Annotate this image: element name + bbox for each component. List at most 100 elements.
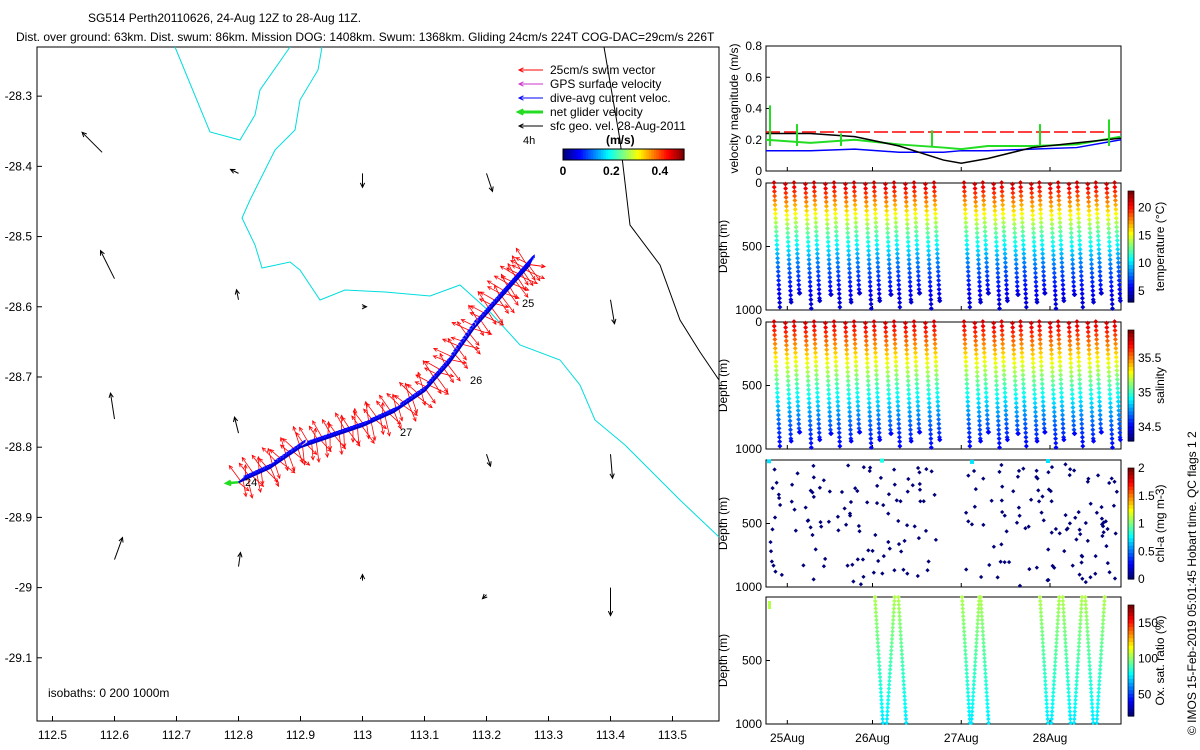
swim-vector-shaft xyxy=(386,393,402,408)
time-axis: 25Aug 26Aug 27Aug 28Aug xyxy=(770,731,1067,745)
oxygen-panel-sample xyxy=(1038,613,1044,619)
oxygen-panel-sample xyxy=(965,682,970,688)
colorbar-swatch xyxy=(593,149,597,160)
temperature-panel-sample xyxy=(1112,197,1118,203)
chlorophyll-panel-sample xyxy=(892,568,897,573)
temperature-panel-sample xyxy=(851,189,857,195)
swim-vector-shaft xyxy=(523,271,534,286)
salinity-panel-sample xyxy=(1022,412,1028,418)
swim-vector-head xyxy=(299,458,304,464)
salinity-panel-sample xyxy=(1079,434,1085,440)
oxygen-panel-sample xyxy=(982,655,987,661)
colorbar-swatch xyxy=(641,149,645,160)
chlorophyll-panel-sample xyxy=(858,582,864,587)
swim-vector-head xyxy=(308,425,313,431)
temperature-panel-sample xyxy=(1108,274,1114,280)
temperature-panel-sample xyxy=(854,233,859,239)
salinity-panel-sample xyxy=(1040,399,1046,405)
temperature-panel-sample xyxy=(913,229,919,235)
salinity-panel-sample xyxy=(1068,365,1074,370)
swim-vector-head xyxy=(249,494,254,499)
colorbar-swatch xyxy=(610,149,615,160)
temperature-panel-sample xyxy=(872,193,878,199)
oxygen-panel-sample xyxy=(1071,720,1077,726)
salinity-panel-sample xyxy=(776,416,782,422)
salinity-panel-sample xyxy=(1115,381,1121,387)
oxygen-panel-sample xyxy=(887,671,893,676)
temperature-panel-sample xyxy=(935,260,941,266)
salinity-panel-sample xyxy=(793,363,799,369)
temperature-panel-sample xyxy=(833,220,839,226)
salinity-panel-sample xyxy=(795,399,801,405)
temperature-panel-sample xyxy=(891,184,897,190)
colorbar-swatch xyxy=(573,149,577,160)
swim-vector-shaft xyxy=(288,454,295,471)
chlorophyll-panel-sample xyxy=(1016,468,1022,474)
salinity-panel-sample xyxy=(835,394,841,400)
swim-vector-head xyxy=(241,456,246,462)
temperature-panel-sample xyxy=(776,282,782,288)
oxygen-panel-sample xyxy=(1064,663,1070,668)
temperature-panel-sample xyxy=(893,224,899,230)
oxygen-panel-sample xyxy=(1052,674,1057,680)
oxygen-panel-sample xyxy=(1083,598,1088,604)
chlorophyll-panel-sample xyxy=(1073,515,1078,520)
oxygen-panel-sample xyxy=(982,659,988,665)
temperature-panel-sample xyxy=(796,286,802,292)
oxygen-panel-sample xyxy=(1042,674,1048,680)
temperature-panel-colorbar-swatch xyxy=(1128,257,1134,262)
salinity-panel-sample xyxy=(982,354,987,360)
salinity-panel-sample xyxy=(1066,325,1072,330)
salinity-panel-sample xyxy=(983,376,989,382)
salinity-panel-sample xyxy=(855,412,861,418)
chlorophyll-panel-colorbar-swatch xyxy=(1128,567,1134,573)
chlorophyll-panel-sample xyxy=(1000,484,1005,489)
oxygen-panel-sample xyxy=(1098,659,1103,665)
oxygen-panel-sample xyxy=(900,663,905,668)
salinity-panel-sample xyxy=(1086,356,1092,362)
salinity-panel-colorbar-tick: 34.5 xyxy=(1138,420,1162,434)
temperature-panel-sample xyxy=(834,237,840,243)
swim-vector xyxy=(498,299,509,314)
chlorophyll-panel-colorbar-swatch xyxy=(1128,508,1134,513)
salinity-panel-sample xyxy=(936,421,942,427)
salinity-panel-sample xyxy=(1067,338,1073,344)
oxygen-panel-sample xyxy=(1050,693,1056,699)
temperature-panel-sample xyxy=(1003,264,1009,270)
swim-vector-head xyxy=(370,439,375,445)
map-x-tick-label: 113.2 xyxy=(472,728,501,742)
temperature-panel-sample xyxy=(962,202,968,208)
oxygen-panel-sample xyxy=(965,686,971,691)
temperature-panel-sample xyxy=(1057,215,1063,221)
oxygen-panel-sample xyxy=(1074,674,1080,680)
geo-velocity-arrow-head xyxy=(99,249,105,256)
temperature-panel-sample xyxy=(894,242,900,248)
swim-vector-head xyxy=(456,376,461,382)
temperature-panel-sample xyxy=(1097,277,1103,283)
temperature-panel-colorbar-swatch xyxy=(1128,276,1134,281)
temperature-panel-sample xyxy=(961,189,967,195)
swim-vector xyxy=(425,389,436,404)
temperature-panel-sample xyxy=(775,273,781,279)
swim-vector-shaft xyxy=(433,348,454,358)
salinity-panel-sample xyxy=(1088,387,1094,393)
chlorophyll-panel-sample xyxy=(925,568,930,573)
swim-vector-head xyxy=(284,466,289,472)
salinity-panel-sample xyxy=(1076,363,1082,369)
temperature-panel-sample xyxy=(1052,292,1058,298)
oxygen-panel-sample xyxy=(969,712,975,718)
chlorophyll-panel-sample xyxy=(789,499,794,504)
temperature-panel-sample xyxy=(967,300,973,306)
salinity-panel-sample xyxy=(1089,409,1095,415)
swim-vector-head xyxy=(391,393,396,399)
temperature-panel-sample xyxy=(1041,282,1047,288)
salinity-panel-sample xyxy=(773,354,779,360)
chlorophyll-panel-sample xyxy=(1083,580,1088,585)
oxygen-panel-sample xyxy=(1099,648,1104,653)
salinity-panel-sample xyxy=(985,425,991,431)
oxygen-panel-sample xyxy=(1090,716,1096,722)
swim-vector-head xyxy=(486,280,492,285)
geo-velocity-arrow xyxy=(359,573,366,581)
oxygen-panel-sample xyxy=(1054,636,1059,642)
chlorophyll-panel-sample xyxy=(915,573,920,579)
